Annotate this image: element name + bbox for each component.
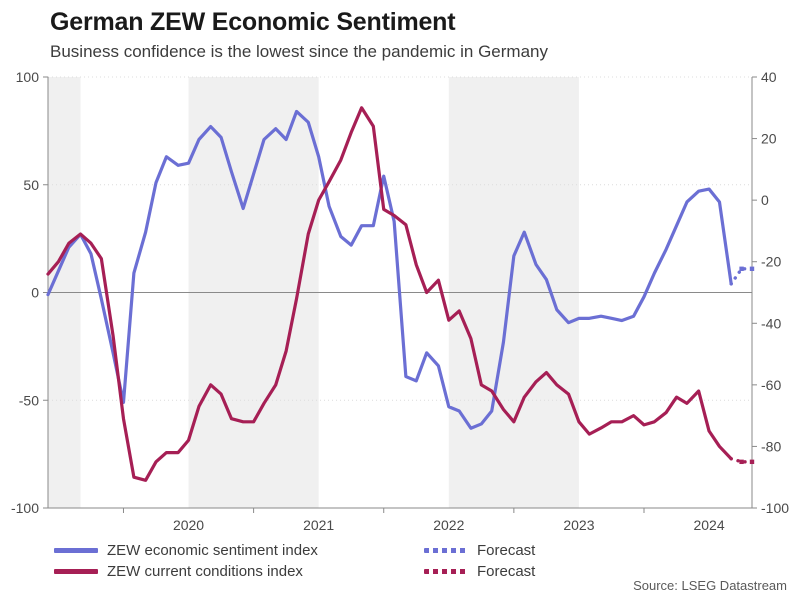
legend-label-conditions: ZEW current conditions index (107, 562, 303, 580)
legend-swatch-conditions (54, 568, 98, 574)
legend-label-forecast-sentiment: Forecast (477, 541, 536, 559)
x-tick-label-2024: 2024 (693, 517, 724, 533)
chart-legend: ZEW economic sentiment index ZEW current… (54, 540, 754, 584)
x-tick-label-2022: 2022 (433, 517, 464, 533)
forecast-marker-sentiment-0 (739, 266, 744, 271)
legend-label-forecast-conditions: Forecast (477, 562, 536, 580)
series-line-sentiment (46, 109, 733, 430)
x-tick-label-2021: 2021 (303, 517, 334, 533)
right-tick-label-40: 40 (761, 69, 777, 85)
right-tick-label--80: -80 (761, 438, 781, 454)
left-tick-label--100: -100 (11, 500, 39, 516)
legend-item-conditions[interactable]: ZEW current conditions index (54, 561, 303, 581)
legend-swatch-forecast-sentiment (424, 547, 468, 553)
page-title: German ZEW Economic Sentiment (50, 8, 456, 36)
legend-item-forecast-conditions[interactable]: Forecast (424, 561, 535, 581)
left-tick-label-50: 50 (23, 177, 39, 193)
left-tick-label-100: 100 (16, 69, 40, 85)
chart-subtitle: Business confidence is the lowest since … (50, 42, 548, 61)
forecast-marker-conditions-0 (739, 459, 744, 465)
x-tick-label-2020: 2020 (173, 517, 204, 533)
legend-item-forecast-sentiment[interactable]: Forecast (424, 540, 535, 560)
series-forecast-sentiment (729, 267, 754, 286)
x-tick-label-2023: 2023 (563, 517, 594, 533)
right-tick-label-20: 20 (761, 131, 777, 147)
legend-swatch-sentiment (54, 547, 98, 553)
right-tick-label--40: -40 (761, 315, 781, 331)
series-line-conditions (46, 106, 733, 482)
right-tick-label--60: -60 (761, 377, 781, 393)
forecast-marker-conditions-1 (749, 459, 755, 465)
left-tick-label-0: 0 (31, 285, 39, 301)
forecast-marker-sentiment-1 (749, 266, 755, 271)
left-tick-label--50: -50 (19, 392, 39, 408)
legend-swatch-forecast-conditions (424, 568, 468, 574)
right-tick-label--100: -100 (761, 500, 789, 516)
source-attribution: Source: LSEG Datastream (633, 578, 787, 593)
legend-item-sentiment[interactable]: ZEW economic sentiment index (54, 540, 318, 560)
right-tick-label-0: 0 (761, 192, 769, 208)
legend-label-sentiment: ZEW economic sentiment index (107, 541, 318, 559)
right-tick-label--20: -20 (761, 254, 781, 270)
